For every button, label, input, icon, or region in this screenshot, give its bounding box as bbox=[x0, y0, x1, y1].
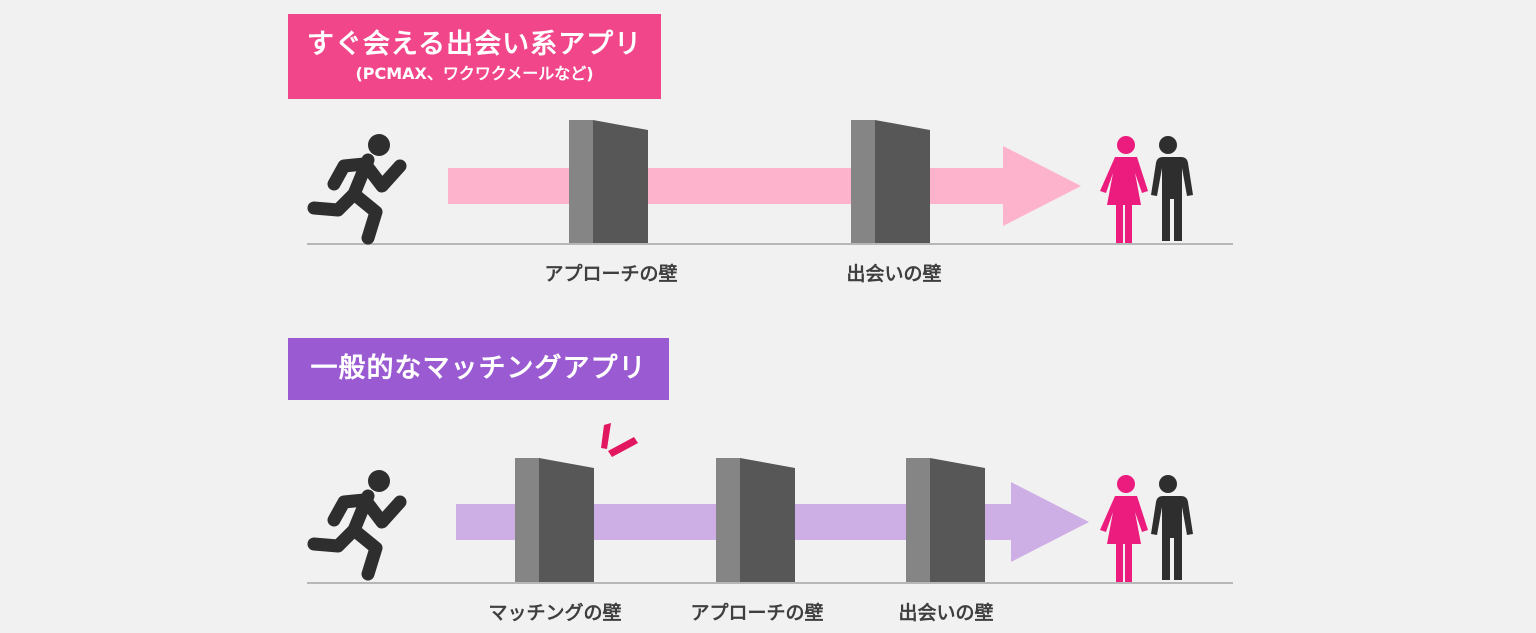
title-banner-matching-apps: 一般的なマッチングアプリ bbox=[288, 338, 669, 400]
impact-burst-icon bbox=[601, 423, 638, 457]
running-person-icon bbox=[307, 470, 407, 581]
progress-arrow bbox=[448, 146, 1081, 226]
wall-approach bbox=[716, 458, 795, 582]
wall-approach bbox=[569, 120, 648, 244]
panel-general-matching-apps: 一般的なマッチングアプリ bbox=[0, 330, 1536, 633]
wall-matching bbox=[515, 458, 594, 582]
wall-label-meeting: 出会いの壁 bbox=[846, 263, 942, 285]
wall-meeting bbox=[906, 458, 985, 582]
running-person-icon bbox=[307, 134, 407, 245]
wall-label-matching: マッチングの壁 bbox=[488, 602, 622, 624]
title-banner-instant-apps: すぐ会える出会い系アプリ (PCMAX、ワクワクメールなど) bbox=[288, 14, 661, 99]
panel-instant-dating-apps: すぐ会える出会い系アプリ (PCMAX、ワクワクメールなど) bbox=[0, 0, 1536, 310]
banner-subtitle: (PCMAX、ワクワクメールなど) bbox=[355, 64, 594, 83]
wall-label-meeting: 出会いの壁 bbox=[898, 602, 994, 624]
ground-line bbox=[307, 243, 1233, 245]
wall-label-approach: アプローチの壁 bbox=[690, 602, 824, 624]
ground-line bbox=[307, 582, 1233, 584]
banner-title: すぐ会える出会い系アプリ bbox=[306, 29, 643, 60]
couple-icon bbox=[1100, 475, 1193, 582]
wall-meeting bbox=[851, 120, 930, 244]
couple-icon bbox=[1100, 136, 1193, 243]
wall-label-approach: アプローチの壁 bbox=[544, 263, 678, 285]
